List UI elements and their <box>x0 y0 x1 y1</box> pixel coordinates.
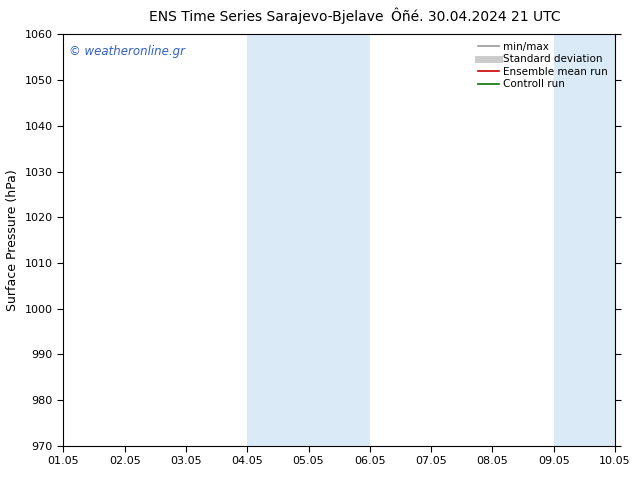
Text: Ôñé. 30.04.2024 21 UTC: Ôñé. 30.04.2024 21 UTC <box>391 10 560 24</box>
Text: © weatheronline.gr: © weatheronline.gr <box>69 45 185 58</box>
Legend: min/max, Standard deviation, Ensemble mean run, Controll run: min/max, Standard deviation, Ensemble me… <box>476 40 610 92</box>
Bar <box>309 34 370 446</box>
Bar <box>553 34 615 446</box>
Y-axis label: Surface Pressure (hPa): Surface Pressure (hPa) <box>6 169 19 311</box>
Bar <box>247 34 309 446</box>
Text: ENS Time Series Sarajevo-Bjelave: ENS Time Series Sarajevo-Bjelave <box>149 10 384 24</box>
